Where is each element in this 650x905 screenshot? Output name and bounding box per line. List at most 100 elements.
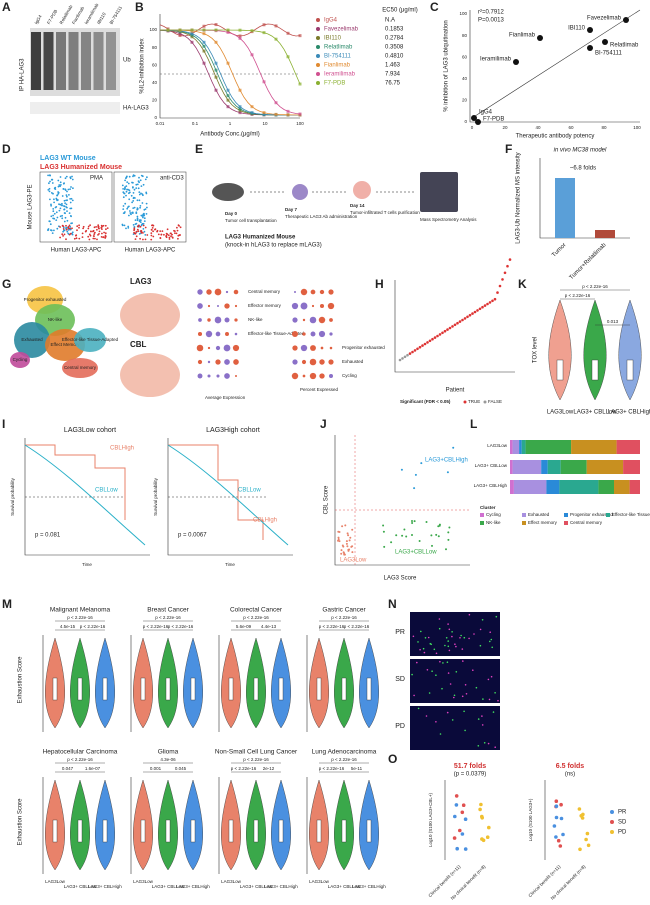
box (253, 677, 259, 701)
event (47, 174, 49, 177)
point (426, 341, 429, 344)
segment (510, 440, 513, 454)
event (57, 179, 60, 182)
axis-label: Antibody Conc.(μg/ml) (200, 132, 259, 138)
cell (464, 684, 467, 686)
event (142, 232, 144, 234)
axis (469, 10, 640, 123)
point (513, 59, 519, 65)
event (127, 188, 129, 191)
event (133, 196, 135, 199)
panel-letter: B (135, 0, 144, 14)
cluster (10, 352, 30, 368)
event (132, 200, 135, 202)
event (97, 224, 100, 227)
event (66, 195, 68, 198)
axis (24, 438, 150, 556)
event (82, 227, 84, 230)
event (121, 223, 124, 226)
event (142, 228, 145, 230)
event (133, 229, 136, 232)
row-label: Progenitor exhausted (342, 345, 385, 350)
group-label: LAG3+ CBLHigh (608, 410, 650, 416)
point (554, 835, 558, 839)
row-label: PR (395, 629, 405, 636)
dot (328, 373, 334, 379)
point (455, 846, 460, 851)
dot (197, 331, 203, 337)
point (403, 355, 407, 359)
axis-label: Patient (446, 388, 465, 394)
event (71, 222, 73, 225)
event (64, 216, 67, 219)
dot (214, 288, 222, 296)
event (68, 233, 71, 236)
point (437, 535, 440, 538)
event (124, 187, 126, 190)
event (65, 227, 68, 230)
point (338, 540, 341, 543)
point (558, 844, 563, 848)
point (501, 278, 504, 281)
cancer-title: Colorectal Cancer (230, 607, 283, 614)
tick: 40 (462, 76, 468, 81)
p-value: p = 0.081 (35, 533, 61, 539)
event (129, 191, 131, 194)
event (76, 229, 78, 232)
legend: LAG3 WT Mouse (40, 155, 96, 162)
flow-dots (47, 174, 182, 241)
cell (438, 618, 441, 620)
event (138, 191, 141, 194)
event (66, 219, 69, 222)
legend: BI-754111 (324, 54, 351, 60)
tick: 80 (152, 45, 158, 50)
panel-letter: L (470, 417, 477, 431)
event (106, 227, 109, 230)
dot (318, 316, 326, 324)
event (94, 231, 96, 234)
event (150, 229, 153, 231)
cell (489, 631, 492, 633)
event (143, 220, 146, 223)
event (97, 234, 99, 236)
legend-dot (610, 820, 614, 824)
point (421, 344, 424, 347)
dot (310, 289, 316, 295)
event (104, 224, 107, 227)
event (87, 225, 90, 228)
event (151, 227, 154, 229)
event (92, 235, 95, 237)
cell (494, 692, 496, 694)
dot (328, 359, 334, 365)
event (104, 237, 107, 239)
event (133, 206, 136, 209)
event (122, 188, 124, 190)
cell (451, 635, 453, 638)
event (127, 182, 130, 185)
cell (428, 692, 431, 694)
point-label: Favezelimab (587, 16, 622, 22)
point (554, 815, 559, 820)
dot (300, 288, 308, 296)
cell (453, 694, 456, 697)
event (142, 183, 145, 186)
cell (442, 662, 444, 664)
tick: 60 (152, 62, 158, 67)
event (139, 205, 142, 207)
tick: 20 (462, 98, 468, 103)
cell (448, 628, 451, 631)
event (69, 188, 71, 191)
event (98, 230, 101, 233)
point (458, 320, 462, 323)
event (49, 180, 51, 183)
point (561, 832, 565, 837)
stat: r²=0.7912 (478, 10, 505, 16)
event (176, 226, 178, 229)
box (102, 677, 108, 701)
cell (462, 660, 464, 662)
event (69, 198, 71, 200)
point (480, 837, 484, 841)
point (425, 521, 428, 523)
dot (309, 316, 317, 324)
